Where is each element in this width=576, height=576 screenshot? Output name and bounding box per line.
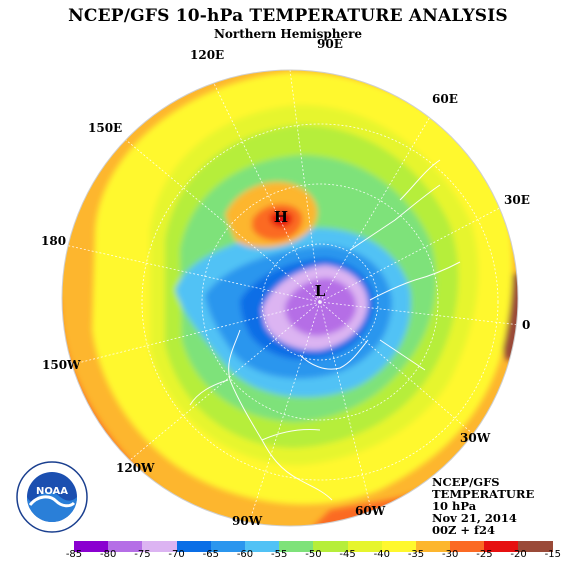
color-scale-tick-label: -35	[407, 549, 425, 560]
lon-label-60w: 60W	[355, 504, 386, 518]
map-subtitle: Northern Hemisphere	[213, 27, 363, 41]
info-model: NCEP/GFS	[432, 475, 500, 489]
lon-label-90w: 90W	[232, 514, 263, 528]
color-scale-tick-label: -55	[271, 549, 288, 560]
noaa-logo-icon: NOAA	[16, 461, 88, 533]
color-swatch	[518, 541, 553, 552]
color-swatch	[381, 541, 416, 552]
color-swatch	[176, 541, 211, 552]
lon-label-0: 0	[522, 318, 531, 332]
lon-label-120w: 120W	[116, 461, 155, 475]
color-swatch	[313, 541, 348, 552]
coastlines	[189, 159, 461, 501]
color-scale-tick-label: -15	[544, 549, 561, 560]
lon-label-150e: 150E	[88, 121, 123, 135]
lon-label-150w: 150W	[42, 358, 81, 372]
high-pressure-marker: H	[274, 208, 288, 226]
temperature-field	[62, 70, 518, 526]
color-scale-bar	[74, 541, 553, 552]
color-swatch	[210, 541, 245, 552]
color-swatch	[279, 541, 314, 552]
lon-label-120e: 120E	[190, 48, 225, 62]
color-scale-tick-label: -70	[168, 549, 185, 560]
low-pressure-marker: L	[315, 282, 326, 300]
lon-label-30e: 30E	[504, 193, 530, 207]
svg-text:NOAA: NOAA	[36, 486, 68, 497]
color-scale-tick-label: -25	[476, 549, 493, 560]
color-scale-tick-label: -30	[442, 549, 459, 560]
color-swatch	[347, 541, 382, 552]
info-level: 10 hPa	[432, 499, 477, 513]
color-scale-tick-label: -75	[134, 549, 151, 560]
color-scale-tick-label: -85	[65, 549, 83, 560]
color-scale-legend	[74, 541, 553, 552]
lon-label-180: 180	[41, 234, 67, 248]
info-forecast-hour: 00Z + f24	[432, 523, 495, 537]
color-swatch	[108, 541, 143, 552]
color-scale-tick-label: -45	[339, 549, 356, 560]
color-swatch	[74, 541, 109, 552]
color-swatch	[415, 541, 451, 552]
map-title: NCEP/GFS 10-hPa TEMPERATURE ANALYSIS	[68, 6, 508, 26]
color-scale-tick-label: -50	[305, 549, 322, 560]
info-variable: TEMPERATURE	[432, 487, 535, 501]
color-swatch	[484, 541, 519, 552]
info-date: Nov 21, 2014	[432, 511, 517, 525]
color-scale-tick-label: -80	[100, 549, 117, 560]
graticule	[64, 70, 518, 521]
color-swatch	[142, 541, 177, 552]
color-scale-tick-label: -65	[202, 549, 219, 560]
color-scale-tick-label: -60	[236, 549, 254, 560]
analysis-info: NCEP/GFS TEMPERATURE 10 hPa Nov 21, 2014…	[432, 476, 534, 536]
color-scale-tick-label: -20	[510, 549, 527, 560]
color-swatch	[244, 541, 280, 552]
lon-label-90e: 90E	[317, 37, 343, 51]
color-swatch	[450, 541, 485, 552]
lon-label-30w: 30W	[460, 431, 491, 445]
color-scale-ticks: -85 -80 -75 -70 -65 -60 -55 -50 -45 -40 -35 -30 -25 -…	[0, 549, 576, 563]
lon-label-60e: 60E	[432, 92, 458, 106]
color-scale-tick-label: -40	[373, 549, 390, 560]
